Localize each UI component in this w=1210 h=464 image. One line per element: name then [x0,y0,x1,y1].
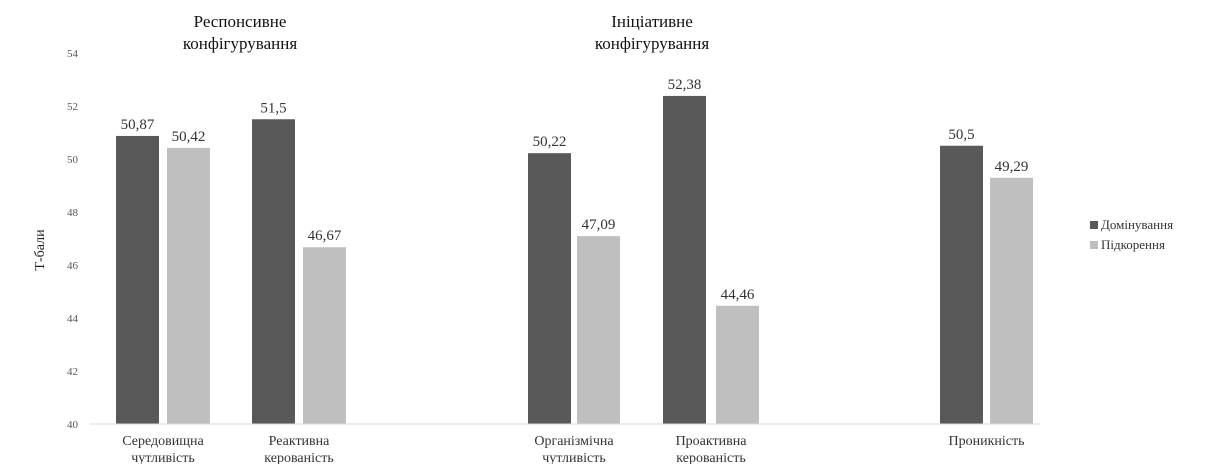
data-label: 46,67 [308,228,342,244]
bars [116,95,1033,425]
group-header: конфігурування [595,34,710,53]
y-tick-label: 48 [67,207,79,219]
bar [940,145,983,424]
x-tick-label: Проникність [949,434,1025,449]
value-labels: 50,87 51,5 50,22 52,38 50,5 50,42 46,67 47,09 44… [121,77,1029,303]
y-tick-label: 52 [67,101,78,113]
data-label: 50,22 [533,134,567,150]
data-label: 47,09 [582,217,616,233]
bar [716,305,759,424]
data-label: 50,87 [121,117,155,133]
y-tick-label: 44 [67,313,79,325]
x-tick-label: чутливість [131,451,195,464]
x-tick-label: керованість [676,451,745,464]
x-tick-label: Організмічна [534,434,614,449]
data-label: 49,29 [995,159,1029,175]
bar [990,177,1033,424]
legend-swatch [1090,221,1098,229]
data-label: 50,42 [172,129,206,145]
x-tick-label: чутливість [542,451,606,464]
legend-label: Підкорення [1101,237,1165,252]
x-tick-label: Реактивна [269,434,331,449]
y-tick-label: 42 [67,366,78,378]
x-tick-label: Проактивна [676,434,748,449]
group-headers: Респонсивне конфігурування Ініціативне конф… [183,12,710,53]
y-tick-label: 50 [67,154,79,166]
y-tick-label: 40 [67,419,79,431]
x-tick-label: Середовищна [122,434,204,449]
y-axis-label: Т-бали [33,229,48,271]
legend-swatch [1090,241,1098,249]
group-header: конфігурування [183,34,298,53]
data-label: 50,5 [948,127,974,143]
data-label: 52,38 [668,77,702,93]
bar [663,95,706,425]
y-axis: 40 42 44 46 48 50 52 54 [67,48,79,431]
bar [252,119,295,424]
bar [303,247,346,424]
legend: Домінування Підкорення [1090,217,1173,252]
bar [528,153,571,425]
bar [116,135,159,424]
y-tick-label: 46 [67,260,79,272]
x-tick-label: керованість [264,451,333,464]
legend-label: Домінування [1101,217,1173,232]
data-label: 51,5 [260,100,286,116]
bar [167,147,210,424]
data-label: 44,46 [721,287,755,303]
x-axis-labels: Середовищна чутливість Реактивна керованіст… [122,434,1024,464]
bar [577,236,620,424]
group-header: Респонсивне [194,12,287,31]
y-tick-label: 54 [67,48,79,60]
group-header: Ініціативне [611,12,693,31]
